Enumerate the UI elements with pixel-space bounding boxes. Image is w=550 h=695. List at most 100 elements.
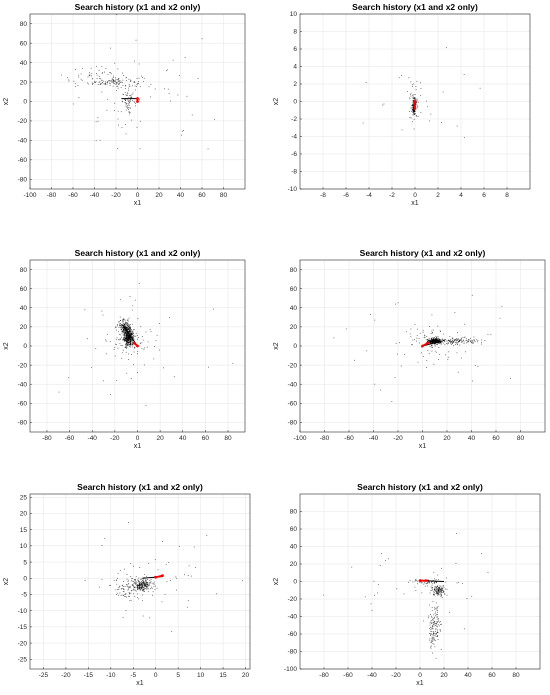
data-point	[467, 341, 469, 343]
data-point	[432, 589, 434, 591]
data-point	[126, 347, 127, 349]
data-point	[136, 372, 138, 373]
data-point	[127, 338, 129, 339]
x-tick-label: 40	[177, 192, 185, 199]
data-point	[440, 649, 442, 650]
data-point	[131, 94, 133, 95]
data-point	[129, 94, 131, 96]
data-point	[99, 84, 101, 85]
data-point	[154, 589, 156, 591]
data-point	[131, 578, 133, 579]
data-point	[125, 334, 127, 336]
data-point	[143, 583, 145, 585]
data-point	[130, 340, 132, 342]
data-point	[130, 343, 131, 345]
data-point	[435, 586, 437, 588]
data-point	[124, 338, 126, 340]
data-point	[112, 81, 114, 83]
data-point	[193, 546, 195, 548]
data-point	[431, 638, 433, 640]
data-point	[141, 582, 142, 584]
data-point	[429, 614, 431, 615]
data-point	[123, 331, 125, 332]
data-point	[455, 339, 456, 341]
data-point	[118, 321, 120, 323]
data-point	[441, 585, 443, 587]
data-point	[430, 633, 432, 635]
data-point	[438, 591, 440, 593]
data-point	[147, 588, 149, 590]
data-point	[122, 338, 124, 340]
data-point	[145, 580, 147, 582]
data-point	[142, 585, 143, 587]
data-point	[122, 79, 124, 81]
data-point	[110, 47, 111, 49]
data-point	[124, 87, 126, 89]
data-point	[96, 78, 98, 79]
data-point	[437, 594, 439, 596]
data-point	[129, 101, 130, 103]
data-point	[415, 115, 417, 117]
data-point	[417, 583, 418, 585]
data-point	[119, 338, 121, 340]
x-tick-label: -100	[293, 435, 306, 442]
data-point	[136, 84, 138, 85]
data-point	[126, 94, 127, 96]
data-point	[414, 94, 416, 96]
data-point	[145, 404, 147, 406]
x-axis-label: x1	[134, 443, 142, 450]
data-point	[461, 341, 463, 342]
data-point	[134, 582, 136, 584]
best-point	[136, 344, 139, 348]
data-point	[137, 586, 139, 588]
data-point	[128, 326, 130, 328]
data-point	[149, 582, 151, 583]
data-point	[168, 562, 170, 564]
y-tick-label: 15	[20, 527, 28, 534]
data-point	[123, 337, 125, 339]
data-point	[432, 632, 434, 634]
data-point	[126, 327, 128, 329]
data-point	[135, 582, 137, 584]
data-point	[435, 590, 436, 591]
data-point	[419, 82, 421, 84]
data-point	[124, 593, 126, 595]
data-point	[461, 341, 463, 343]
data-point	[426, 583, 427, 585]
data-point	[140, 342, 141, 344]
data-point	[437, 639, 439, 640]
data-point	[128, 338, 130, 340]
data-point	[433, 340, 435, 342]
data-point	[413, 119, 415, 120]
data-point	[417, 328, 418, 330]
data-point	[127, 335, 128, 337]
data-point	[100, 82, 102, 84]
data-point	[437, 574, 439, 576]
data-point	[119, 323, 121, 325]
data-point	[98, 75, 100, 77]
data-point	[127, 335, 129, 337]
data-point	[130, 334, 132, 336]
data-point	[128, 326, 130, 327]
data-point	[401, 129, 403, 131]
data-point	[128, 344, 129, 345]
data-point	[437, 587, 439, 589]
data-point	[117, 87, 119, 89]
data-point	[454, 344, 456, 345]
data-point	[150, 579, 152, 581]
data-point	[153, 358, 155, 360]
data-point	[131, 332, 133, 334]
best-point	[426, 341, 429, 345]
data-point	[412, 84, 413, 86]
data-point	[78, 74, 80, 76]
data-point	[472, 341, 473, 343]
data-point	[132, 92, 134, 94]
data-point	[128, 342, 130, 344]
data-point	[108, 80, 110, 82]
data-point	[412, 110, 414, 112]
data-point	[100, 83, 102, 85]
y-tick-label: 0	[293, 99, 297, 106]
x-tick-label: 0	[418, 672, 422, 679]
data-point	[440, 595, 442, 597]
data-point	[131, 339, 133, 341]
